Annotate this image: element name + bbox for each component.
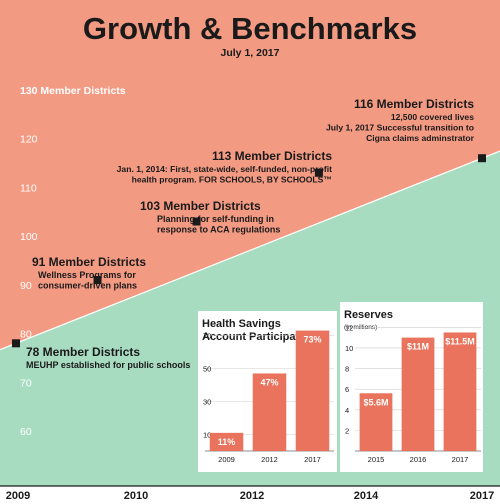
milestone-note-line: July 1, 2017 Successful transition to	[326, 123, 474, 133]
inset-data-label: 11%	[218, 437, 236, 447]
y-tick-label: 120	[20, 134, 38, 146]
x-tick-label: 2017	[470, 490, 494, 502]
inset-bar	[252, 373, 287, 451]
milestone-label: 103 Member Districts	[140, 199, 261, 213]
milestone-label: 78 Member Districts	[26, 345, 140, 359]
milestone-note-line: Jan. 1, 2014: First, state-wide, self-fu…	[117, 164, 332, 174]
milestone-label: 116 Member Districts	[354, 97, 474, 111]
inset-title: Health Savings	[202, 318, 281, 330]
inset-title: Account Participation	[202, 331, 316, 343]
inset-y-tick-label: 4	[345, 406, 349, 415]
x-tick-label: 2009	[6, 490, 30, 502]
inset-y-tick-label: 10	[203, 431, 211, 440]
inset-y-tick-label: 6	[345, 385, 349, 394]
inset-y-tick-label: 10	[345, 344, 353, 353]
inset-bar	[443, 332, 477, 451]
milestone-marker	[478, 154, 486, 163]
inset-category-label: 2017	[452, 455, 469, 464]
milestone-note-line: 12,500 covered lives	[391, 112, 474, 122]
inset-bar	[359, 393, 393, 451]
x-axis: 2009 2010 2012 2014 2017	[0, 485, 500, 502]
x-tick-label: 2012	[240, 490, 264, 502]
background-salmon-area	[0, 0, 500, 350]
milestone-marker	[12, 339, 20, 348]
y-tick-label: 60	[20, 426, 32, 438]
inset-y-tick-label: 12	[345, 323, 353, 332]
inset-category-label: 2017	[304, 455, 321, 464]
inset-data-label: 47%	[260, 377, 278, 387]
inset-y-tick-label: 8	[345, 365, 349, 374]
milestone-note-line: consumer-driven plans	[38, 281, 137, 291]
page-date: July 1, 2017	[221, 47, 280, 59]
milestone-marker	[314, 168, 323, 177]
inset-category-label: 2016	[410, 455, 427, 464]
y-axis-ticks: 130 Member Districts 60 70 80 90 100 110 120	[20, 85, 126, 438]
y-tick-label: 100	[20, 231, 38, 243]
inset-title: Reserves	[344, 309, 393, 321]
x-tick-label: 2010	[124, 490, 148, 502]
y-tick-label: 70	[20, 377, 32, 389]
inset-category-label: 2009	[218, 455, 235, 464]
inset-y-tick-label: 30	[203, 398, 211, 407]
inset-data-label: 73%	[303, 335, 321, 345]
x-tick-label: 2014	[354, 490, 379, 502]
inset-category-label: 2015	[368, 455, 385, 464]
inset-y-tick-label: 50	[203, 365, 211, 374]
reserves-chart: Reserves(In millions)24681012$5.6M2015$1…	[340, 302, 483, 472]
inset-data-label: $11.5M	[445, 336, 475, 346]
growth-line	[0, 150, 500, 351]
milestone-label: 91 Member Districts	[32, 255, 146, 269]
milestone-note-line: Wellness Programs for	[38, 270, 136, 280]
y-tick-label-top: 130 Member Districts	[20, 85, 126, 97]
milestone-note-line: Planning for self-funding in	[157, 214, 274, 224]
milestone-note-line: health program. FOR SCHOOLS, BY SCHOOLS™	[132, 175, 332, 185]
milestone-marker	[192, 217, 201, 226]
inset-bar	[401, 337, 435, 451]
inset-y-tick-label: 70	[203, 332, 211, 341]
milestone-marker	[93, 275, 102, 284]
milestone-label: 113 Member Districts	[212, 149, 332, 163]
milestone-note-line: Cigna claims adminstrator	[366, 133, 475, 143]
milestone-note-line: response to ACA regulations	[157, 225, 280, 235]
inset-data-label: $5.6M	[363, 397, 388, 407]
y-tick-label: 110	[20, 182, 37, 194]
inset-y-tick-label: 2	[345, 426, 349, 435]
inset-category-label: 2012	[261, 455, 278, 464]
inset-bar	[209, 432, 244, 451]
milestone-note-line: MEUHP established for public schools	[26, 360, 190, 370]
page-title: Growth & Benchmarks	[83, 11, 417, 46]
inset-bar	[295, 330, 330, 451]
y-tick-label: 80	[20, 329, 32, 341]
y-tick-label: 90	[20, 280, 32, 292]
inset-data-label: $11M	[407, 342, 429, 352]
